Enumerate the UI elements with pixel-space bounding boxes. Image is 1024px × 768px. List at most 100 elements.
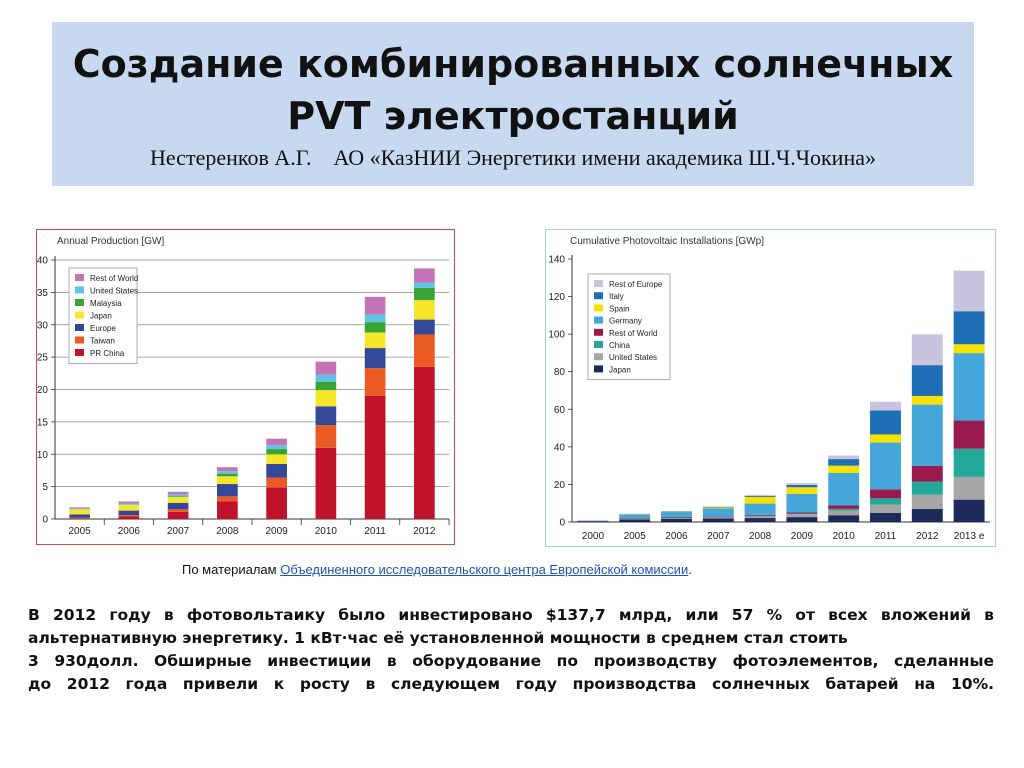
bar-segment (661, 511, 692, 512)
bar-segment (619, 513, 651, 515)
bar-segment (364, 296, 386, 315)
y-tick-label: 60 (554, 405, 566, 416)
x-tick-label: 2007 (707, 531, 730, 542)
bar-segment (953, 499, 985, 522)
chart-title: Annual Production [GW] (57, 236, 164, 247)
y-tick-label: 15 (37, 417, 48, 428)
bar-segment (744, 494, 776, 497)
x-tick-label: 2006 (665, 531, 688, 542)
bar-segment (744, 496, 776, 498)
bar-segment (217, 467, 238, 472)
bar-segment (702, 506, 734, 508)
bar-segment (911, 494, 943, 510)
bar-segment (167, 502, 189, 510)
legend-swatch (75, 299, 84, 306)
bar-segment (786, 517, 818, 522)
paragraph-line: до 2012 года привели к росту в следующем… (28, 675, 994, 693)
bar-segment (661, 511, 692, 517)
legend-swatch (75, 349, 84, 356)
y-tick-label: 80 (554, 367, 566, 378)
x-tick-label: 2005 (624, 531, 647, 542)
bar-segment (953, 476, 985, 500)
bar-segment (661, 516, 692, 518)
bar-segment (702, 506, 734, 509)
source-suffix: . (688, 562, 692, 577)
bar-segment (953, 353, 985, 421)
legend-swatch (594, 304, 603, 312)
cumulative-installations-chart: Cumulative Photovoltaic Installations [G… (545, 229, 996, 547)
bar-segment (702, 518, 734, 522)
legend-label: Taiwan (90, 337, 115, 346)
y-tick-label: 10 (37, 450, 48, 461)
bar-segment (870, 401, 901, 411)
bar-segment (266, 463, 287, 478)
bar-segment (414, 366, 435, 519)
bar-segment (828, 515, 860, 522)
legend-label: Europe (90, 324, 116, 333)
annual-production-svg: Annual Production [GW] 0 5 10 15 20 25 30 35 40 20… (37, 236, 450, 537)
bar-segment (118, 504, 140, 511)
bar-segment (266, 445, 287, 450)
x-tick-label: 2011 (875, 531, 897, 542)
bar-segment (911, 395, 943, 405)
bar-segment (266, 487, 287, 519)
y-tick-label: 20 (554, 480, 566, 491)
bar-segment (266, 449, 287, 455)
annual-production-chart: Annual Production [GW] 0 5 10 15 20 25 30 35 40 20… (36, 229, 455, 545)
author-name: Нестеренков А.Г. (149, 145, 312, 170)
legend-swatch (75, 286, 84, 294)
bar-segment (364, 314, 386, 323)
organization-name: АО «КазНИИ Энергетики имени академика Ш.… (333, 145, 876, 170)
legend-label: China (609, 341, 630, 350)
x-tick-label: 2000 (582, 531, 605, 542)
bar-segment (911, 466, 943, 482)
bar-segment (118, 503, 140, 505)
bar-segment (744, 515, 776, 517)
legend-swatch (75, 311, 84, 319)
legend-swatch (75, 274, 84, 281)
source-note: По материалам Объединенного исследовател… (182, 562, 692, 577)
paragraph-line: альтернативную энергетику. 1 кВт·час её … (28, 629, 848, 647)
source-prefix: По материалам (182, 562, 281, 577)
bar-segment (619, 518, 651, 520)
x-tick-label: 2012 (916, 531, 939, 542)
bar-segment (69, 517, 90, 519)
bar-segment (414, 282, 435, 288)
bar-segment (828, 459, 860, 466)
bar-segment (870, 512, 901, 522)
bar-segment (414, 334, 435, 367)
legend-swatch (594, 328, 603, 336)
bar-segment (414, 319, 435, 335)
bar-segment (786, 493, 818, 513)
bar-segment (911, 334, 943, 366)
bar-segment (167, 494, 189, 497)
bar-segment (911, 365, 943, 396)
title-banner: Создание комбинированных солнечных PVT э… (52, 22, 974, 186)
bar-segment (315, 361, 337, 375)
legend-label: United States (90, 287, 138, 296)
legend-label: Japan (609, 365, 631, 374)
bar-segment (702, 506, 734, 508)
x-tick-label: 2008 (749, 531, 772, 542)
legend-swatch (75, 336, 84, 344)
legend-label: Rest of World (609, 329, 657, 338)
slide-subtitle: Нестеренков А.Г. АО «КазНИИ Энергетики и… (52, 144, 974, 172)
x-tick-label: 2012 (413, 526, 436, 537)
bar-segment (619, 514, 651, 518)
legend-label: Italy (609, 292, 624, 301)
source-link[interactable]: Объединенного исследовательского центра … (280, 562, 689, 577)
legend-swatch (594, 353, 603, 361)
bar-segment (69, 507, 90, 509)
y-tick-label: 0 (42, 515, 48, 526)
bar-segment (786, 514, 818, 518)
y-tick-label: 20 (37, 385, 48, 396)
slide-title: Создание комбинированных солнечных PVT э… (72, 42, 954, 138)
bar-segment (217, 501, 238, 519)
legend-label: Malaysia (90, 299, 122, 308)
bar-segment (217, 471, 238, 474)
body-paragraph: В 2012 году в фотовольтаику было инвести… (28, 604, 994, 696)
bar-segment (69, 514, 90, 518)
bar-segment (217, 473, 238, 477)
bar-segment (414, 287, 435, 301)
legend-swatch (594, 365, 603, 373)
